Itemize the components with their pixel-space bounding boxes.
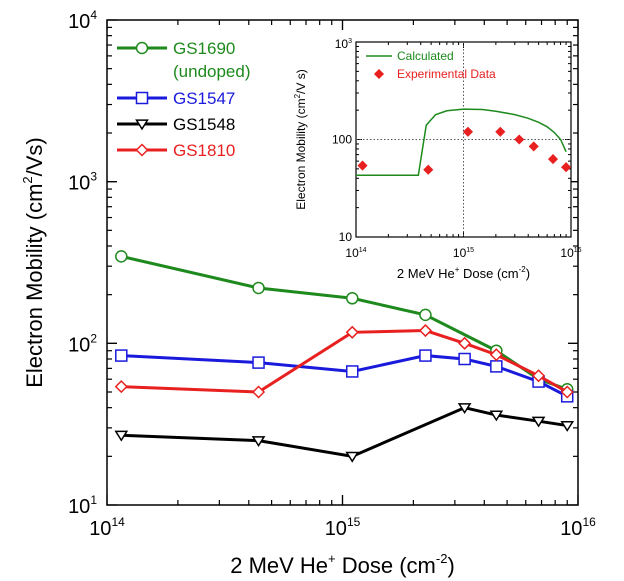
experimental-point xyxy=(561,162,572,173)
y-tick-label: 102 xyxy=(68,331,97,356)
calculated-curve xyxy=(356,108,567,176)
inset-plot: 1014 1015 1016 10 100 103 2 MeV He+ Dose (cm-2… xyxy=(293,37,582,281)
inset-x-tick-label: 1016 xyxy=(560,246,581,260)
legend-marker xyxy=(135,41,149,55)
y-axis-title: Electron Mobility (cm2/Vs) xyxy=(20,137,47,388)
legend-marker xyxy=(135,119,149,131)
series-GS1548 xyxy=(114,403,575,463)
y-tick-label: 103 xyxy=(68,170,97,195)
experimental-point xyxy=(547,154,559,165)
experimental-point xyxy=(495,126,506,137)
inset-legend-marker xyxy=(373,68,385,80)
data-point xyxy=(345,325,359,339)
inset-series-Experimental Data xyxy=(357,126,572,175)
legend-label: GS1690 xyxy=(173,39,235,58)
legend-label: GS1810 xyxy=(173,141,235,160)
data-point xyxy=(458,336,472,350)
main-legend: GS1690 (undoped) GS1547 GS1548 GS1810 xyxy=(117,39,251,160)
experimental-point xyxy=(462,126,474,137)
inset-x-tick-label: 1014 xyxy=(345,246,366,260)
legend-marker xyxy=(135,143,149,157)
data-point xyxy=(419,349,432,362)
data-point xyxy=(115,349,128,362)
inset-legend-label: Experimental Data xyxy=(397,67,496,81)
inset-legend: Calculated Experimental Data xyxy=(366,49,496,81)
data-point xyxy=(115,250,128,263)
x-tick-label: 1016 xyxy=(560,515,596,540)
data-point xyxy=(489,348,503,362)
data-point xyxy=(490,360,503,373)
data-point xyxy=(114,380,128,394)
x-axis-title: 2 MeV He+ Dose (cm-2) xyxy=(230,551,455,578)
main-plot: 1014 1015 1016 101 102 103 104 2 MeV He+ Dose (… xyxy=(20,8,596,578)
series-GS1810 xyxy=(114,323,574,399)
data-point xyxy=(252,356,265,369)
data-point xyxy=(251,436,266,448)
inset-x-tick-label: 1015 xyxy=(453,246,474,260)
inset-legend-label: Calculated xyxy=(397,49,454,63)
inset-y-axis-title: Electron Mobility (cm2/V s) xyxy=(293,69,308,209)
series-line xyxy=(121,329,568,394)
data-point xyxy=(345,365,359,378)
data-point xyxy=(252,281,265,295)
legend-entry: GS1810 xyxy=(117,141,235,160)
experimental-point xyxy=(357,160,368,171)
y-tick-label: 101 xyxy=(68,493,97,518)
legend-label: GS1547 xyxy=(173,89,235,108)
data-point xyxy=(531,416,546,428)
data-point xyxy=(560,385,574,399)
inset-y-tick-label-top: 103 xyxy=(335,37,352,51)
data-point xyxy=(345,292,359,305)
legend-label-line2: (undoped) xyxy=(173,62,251,81)
experimental-point xyxy=(528,141,539,152)
legend-entry: GS1690 (undoped) xyxy=(117,39,251,81)
data-point xyxy=(560,420,575,432)
series-line xyxy=(121,354,568,398)
data-point xyxy=(251,385,266,399)
data-point xyxy=(457,403,472,415)
experimental-point xyxy=(423,164,434,175)
inset-series-Calculated xyxy=(356,108,567,176)
inset-y-tick-label: 100 xyxy=(332,133,352,147)
experimental-point xyxy=(514,134,525,145)
data-point xyxy=(114,430,129,442)
legend-label: GS1548 xyxy=(173,115,235,134)
data-point xyxy=(419,308,432,322)
legend-marker xyxy=(135,91,149,105)
inset-x-axis-title: 2 MeV He+ Dose (cm-2) xyxy=(397,265,530,281)
y-tick-label: 104 xyxy=(68,8,97,33)
x-tick-label: 1014 xyxy=(89,515,125,540)
inset-y-tick-label: 10 xyxy=(339,230,353,244)
data-point xyxy=(418,323,432,338)
data-point xyxy=(489,410,504,422)
data-point xyxy=(531,369,546,383)
data-point xyxy=(458,352,471,366)
legend-entry: GS1548 xyxy=(117,115,235,134)
legend-entry: GS1547 xyxy=(117,89,235,108)
x-tick-label: 1015 xyxy=(325,515,361,540)
data-point xyxy=(345,451,360,463)
